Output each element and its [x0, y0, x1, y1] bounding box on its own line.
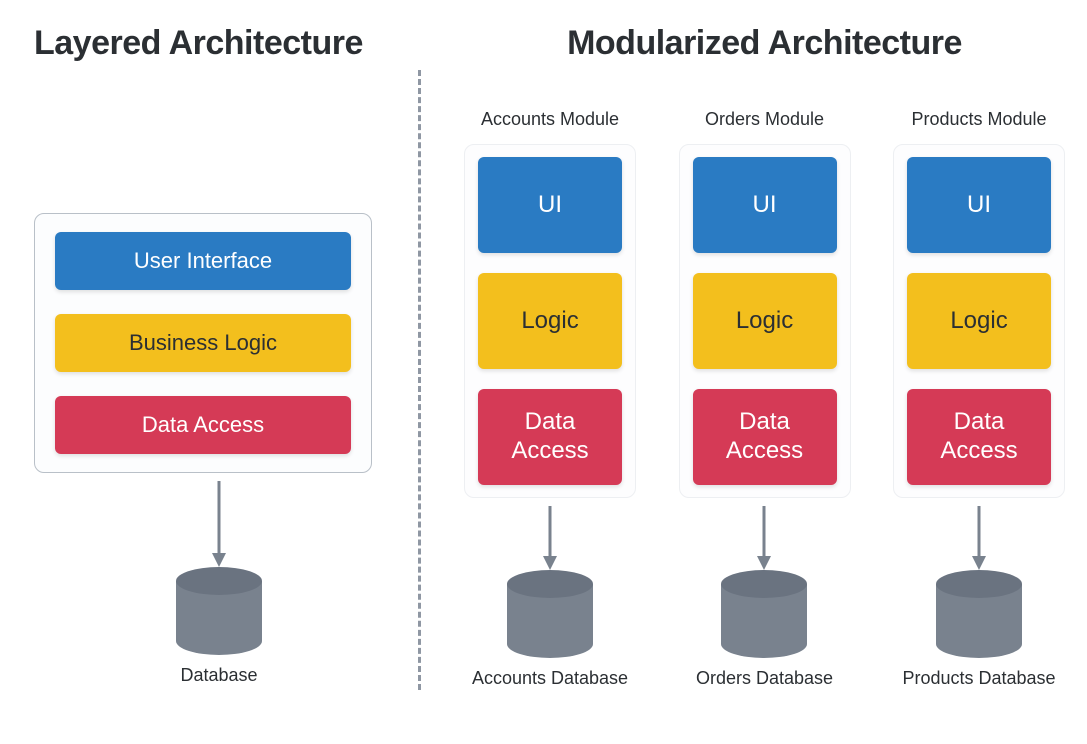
module-layer-logic: Logic	[693, 273, 837, 369]
layer-logic: Business Logic	[55, 314, 351, 372]
layered-db-area: Database	[34, 481, 404, 686]
module-stack: UI Logic Data Access	[679, 144, 851, 498]
database-icon	[717, 570, 811, 658]
database-icon	[503, 570, 597, 658]
arrow-down-icon	[540, 506, 560, 570]
module-stack: UI Logic Data Access	[893, 144, 1065, 498]
module-db-area: Orders Database	[696, 506, 833, 689]
module-layer-logic: Logic	[907, 273, 1051, 369]
module-db-label: Products Database	[902, 668, 1055, 689]
arrow-down-icon	[209, 481, 229, 567]
layered-stack: User Interface Business Logic Data Acces…	[34, 213, 372, 473]
divider	[418, 70, 421, 690]
module-layer-logic: Logic	[478, 273, 622, 369]
module-accounts: Accounts Module UI Logic Data Access	[464, 109, 636, 689]
module-db-label: Orders Database	[696, 668, 833, 689]
module-layer-ui: UI	[907, 157, 1051, 253]
module-orders: Orders Module UI Logic Data Access Or	[679, 109, 851, 689]
module-layer-ui: UI	[478, 157, 622, 253]
module-db-area: Products Database	[902, 506, 1055, 689]
module-db-area: Accounts Database	[472, 506, 628, 689]
database-icon	[932, 570, 1026, 658]
modularized-title: Modularized Architecture	[464, 24, 1065, 63]
layered-architecture-panel: Layered Architecture User Interface Busi…	[34, 24, 404, 720]
layer-data: Data Access	[55, 396, 351, 454]
layered-title: Layered Architecture	[34, 24, 404, 63]
module-layer-ui: UI	[693, 157, 837, 253]
modules-row: Accounts Module UI Logic Data Access	[464, 109, 1065, 689]
module-label: Products Module	[911, 109, 1046, 130]
database-icon	[172, 567, 266, 655]
layer-ui: User Interface	[55, 232, 351, 290]
arrow-down-icon	[969, 506, 989, 570]
module-label: Accounts Module	[481, 109, 619, 130]
module-layer-data: Data Access	[478, 389, 622, 485]
module-products: Products Module UI Logic Data Access	[893, 109, 1065, 689]
module-db-label: Accounts Database	[472, 668, 628, 689]
module-stack: UI Logic Data Access	[464, 144, 636, 498]
module-layer-data: Data Access	[907, 389, 1051, 485]
arrow-down-icon	[754, 506, 774, 570]
layered-db-label: Database	[180, 665, 257, 686]
modularized-architecture-panel: Modularized Architecture Accounts Module…	[404, 24, 1065, 720]
module-layer-data: Data Access	[693, 389, 837, 485]
module-label: Orders Module	[705, 109, 824, 130]
